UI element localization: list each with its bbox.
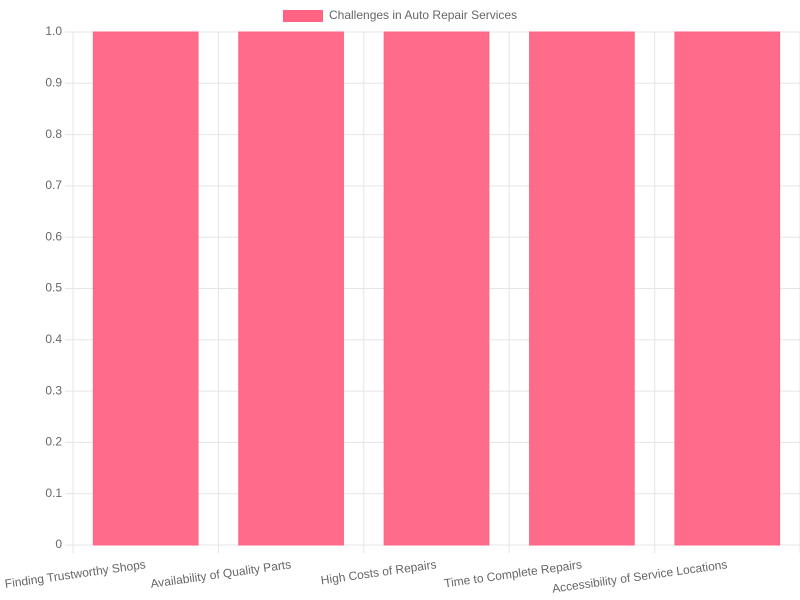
bar bbox=[674, 31, 781, 546]
y-tick-label: 0.4 bbox=[45, 332, 62, 346]
bar bbox=[238, 31, 344, 546]
x-tick-label: Availability of Quality Parts bbox=[150, 557, 292, 591]
bar bbox=[383, 31, 490, 546]
legend-label: Challenges in Auto Repair Services bbox=[329, 8, 517, 22]
legend-swatch bbox=[283, 10, 323, 22]
y-tick-label: 0.7 bbox=[45, 178, 62, 192]
x-tick-label: High Costs of Repairs bbox=[320, 557, 438, 587]
y-tick-label: 0.8 bbox=[45, 127, 62, 141]
y-tick-label: 0.5 bbox=[45, 281, 62, 295]
y-tick-label: 1.0 bbox=[45, 24, 62, 38]
x-tick-label: Finding Trustworthy Shops bbox=[4, 557, 147, 591]
y-tick-label: 0.2 bbox=[45, 435, 62, 449]
y-tick-label: 0.9 bbox=[45, 75, 62, 89]
bar bbox=[92, 31, 199, 546]
y-tick-label: 0.3 bbox=[45, 383, 62, 397]
y-tick-label: 0 bbox=[55, 537, 62, 551]
y-tick-label: 0.6 bbox=[45, 229, 62, 243]
y-tick-label: 0.1 bbox=[45, 486, 62, 500]
bar bbox=[529, 31, 635, 546]
